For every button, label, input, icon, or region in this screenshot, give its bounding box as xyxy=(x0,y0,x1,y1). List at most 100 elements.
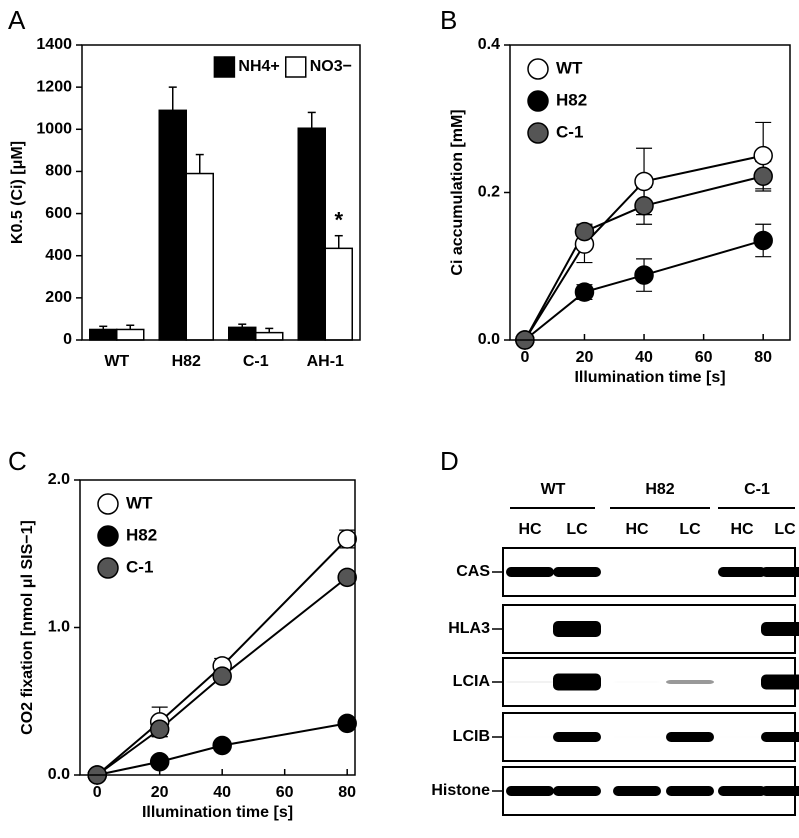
y-tick-label: 1400 xyxy=(36,36,72,53)
series-line xyxy=(524,154,764,341)
blot-frame xyxy=(502,604,796,654)
legend-label: WT xyxy=(126,493,153,512)
marker xyxy=(634,265,654,285)
band xyxy=(666,680,714,684)
y-tick-label: 800 xyxy=(45,163,72,180)
legend-marker xyxy=(527,58,549,80)
x-tick-label: 0 xyxy=(520,349,529,366)
band xyxy=(666,786,714,796)
bar xyxy=(185,172,214,341)
bar xyxy=(89,328,118,341)
plot-frame xyxy=(509,44,791,341)
x-tick-label: 80 xyxy=(338,784,356,801)
legend-marker xyxy=(527,90,549,112)
band xyxy=(553,567,601,577)
marker xyxy=(634,196,654,216)
y-axis-label: Ci accumulation [mM] xyxy=(449,109,466,275)
y-tick-label: 400 xyxy=(45,247,72,264)
marker xyxy=(753,166,773,187)
panel-letter: B xyxy=(440,5,457,35)
y-axis-label: K0.5 (Ci) [μM] xyxy=(9,141,26,244)
marker xyxy=(337,567,357,588)
marker xyxy=(149,751,170,772)
band xyxy=(613,681,661,683)
y-axis-label: CO2 fixation [nmol μl SIS−1] xyxy=(19,520,36,735)
group-label: WT xyxy=(541,481,566,498)
band xyxy=(761,622,799,636)
x-axis-label: Illumination time [s] xyxy=(142,804,293,821)
band xyxy=(613,786,661,796)
marker xyxy=(574,221,595,242)
lane-label: LC xyxy=(774,521,796,538)
y-tick-label: 0.0 xyxy=(48,766,70,783)
legend-marker xyxy=(97,493,119,515)
marker xyxy=(337,529,357,549)
band xyxy=(506,681,554,683)
y-tick-label: 1.0 xyxy=(48,619,70,636)
series-line xyxy=(96,576,348,776)
lane-label: HC xyxy=(518,521,542,538)
y-tick-label: 0.4 xyxy=(478,36,500,53)
y-tick-label: 1200 xyxy=(36,78,72,95)
x-tick-label: 60 xyxy=(276,784,294,801)
y-tick-label: 200 xyxy=(45,289,72,306)
x-tick-label: 40 xyxy=(635,349,653,366)
panel-letter: A xyxy=(8,5,26,35)
lane-label: LC xyxy=(679,521,701,538)
band xyxy=(761,732,799,742)
band xyxy=(506,567,554,577)
x-tick-label: 60 xyxy=(695,349,713,366)
y-tick-label: 0 xyxy=(63,331,72,348)
marker xyxy=(337,713,357,734)
x-tick-label: 20 xyxy=(576,349,594,366)
legend-marker xyxy=(97,525,119,547)
x-axis-label: Illumination time [s] xyxy=(574,369,725,386)
y-tick-label: 2.0 xyxy=(48,471,70,488)
bar xyxy=(324,247,353,341)
y-tick-label: 0.2 xyxy=(478,184,500,201)
band xyxy=(761,567,799,577)
band xyxy=(666,732,714,742)
annotation: * xyxy=(334,208,343,233)
plot-frame xyxy=(79,479,356,776)
series-line xyxy=(524,175,764,341)
marker xyxy=(212,666,232,686)
panel-letter: C xyxy=(8,446,27,476)
band xyxy=(553,732,601,742)
legend-label: C-1 xyxy=(126,557,153,576)
band xyxy=(506,786,554,796)
bar xyxy=(116,328,145,341)
x-tick-label: WT xyxy=(104,353,129,370)
row-label: HLA3 xyxy=(448,620,490,637)
row-label: LCIA xyxy=(453,673,491,690)
x-tick-label: H82 xyxy=(172,353,201,370)
legend-marker xyxy=(527,122,549,144)
bar xyxy=(158,109,187,341)
band xyxy=(718,786,766,796)
y-tick-label: 0.0 xyxy=(478,331,500,348)
row-label: Histone xyxy=(431,782,490,799)
x-tick-label: 40 xyxy=(213,784,231,801)
band xyxy=(761,786,799,796)
marker xyxy=(753,145,773,166)
legend-label: WT xyxy=(556,58,583,77)
x-tick-label: AH-1 xyxy=(307,353,344,370)
marker xyxy=(753,230,773,251)
row-label: CAS xyxy=(456,563,490,580)
marker xyxy=(149,719,170,740)
row-label: LCIB xyxy=(453,728,490,745)
legend-swatch xyxy=(285,56,307,78)
band xyxy=(718,567,766,577)
group-label: H82 xyxy=(645,481,674,498)
series-line xyxy=(96,722,348,776)
x-tick-label: 0 xyxy=(93,784,102,801)
panel-letter: D xyxy=(440,446,459,476)
band xyxy=(761,674,799,690)
marker xyxy=(634,171,654,192)
legend-label: H82 xyxy=(556,90,587,109)
legend-label: NH4+ xyxy=(238,58,279,75)
marker xyxy=(574,282,595,302)
lane-label: HC xyxy=(730,521,754,538)
legend-label: NO3− xyxy=(310,58,352,75)
bar xyxy=(297,127,326,341)
